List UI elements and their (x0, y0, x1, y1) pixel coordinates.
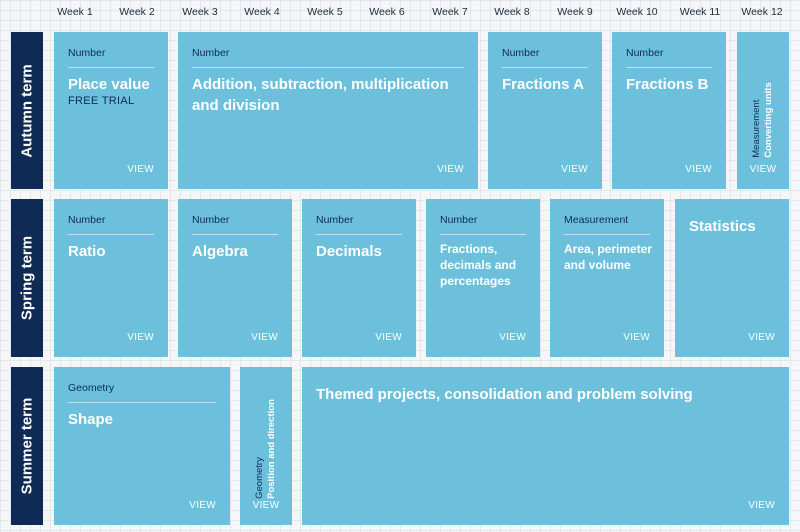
card-themed-projects[interactable]: Themed projects, consolidation and probl… (302, 367, 789, 525)
view-link[interactable]: VIEW (252, 500, 280, 511)
card-divider (626, 67, 712, 68)
card-title: Fractions A (502, 76, 584, 93)
card-fractions-b[interactable]: Number Fractions B VIEW (612, 32, 726, 189)
card-title: Decimals (316, 243, 382, 260)
week-2-label: Week 2 (119, 6, 155, 18)
card-shape[interactable]: Geometry Shape VIEW (54, 367, 230, 525)
week-11-label: Week 11 (679, 6, 721, 18)
card-divider (502, 67, 588, 68)
card-title: Position and direction (266, 399, 277, 499)
card-converting-units[interactable]: Measurement Converting units VIEW (737, 32, 789, 189)
view-link[interactable]: VIEW (127, 332, 154, 343)
card-divider (192, 234, 278, 235)
spring-term-bar: Spring term (11, 199, 43, 357)
card-category: Number (502, 47, 540, 59)
card-ratio[interactable]: Number Ratio VIEW (54, 199, 168, 357)
week-3-label: Week 3 (182, 6, 218, 18)
week-7-label: Week 7 (432, 6, 468, 18)
view-link[interactable]: VIEW (437, 164, 464, 175)
card-divider (564, 234, 650, 235)
card-divider (68, 402, 216, 403)
card-category: Number (68, 214, 106, 226)
card-divider (68, 234, 154, 235)
card-area-perimeter-volume[interactable]: Measurement Area, perimeter and volume V… (550, 199, 664, 357)
autumn-term-label: Autumn term (18, 63, 36, 158)
card-category: Number (192, 214, 230, 226)
card-divider (192, 67, 464, 68)
view-link[interactable]: VIEW (127, 164, 154, 175)
card-title: Converting units (763, 82, 774, 158)
card-divider (68, 67, 154, 68)
card-title: Place value (68, 76, 150, 93)
card-category: Geometry (254, 457, 265, 499)
card-divider (440, 234, 526, 235)
card-category: Number (316, 214, 354, 226)
card-vertical-label: Measurement Converting units (751, 82, 775, 157)
card-category: Number (626, 47, 664, 59)
card-category: Measurement (564, 214, 629, 226)
card-category: Number (68, 47, 106, 59)
view-link[interactable]: VIEW (251, 332, 278, 343)
card-title: Fractions, decimals and percentages (440, 242, 517, 288)
view-link[interactable]: VIEW (375, 332, 402, 343)
card-title: Shape (68, 411, 114, 428)
view-link[interactable]: VIEW (499, 332, 526, 343)
summer-term-label: Summer term (18, 397, 36, 495)
card-fractions-decimals-percentages[interactable]: Number Fractions, decimals and percentag… (426, 199, 540, 357)
view-link[interactable]: VIEW (748, 500, 775, 511)
card-title: Themed projects, consolidation and probl… (316, 386, 693, 403)
card-four-operations[interactable]: Number Addition, subtraction, multiplica… (178, 32, 478, 189)
view-link[interactable]: VIEW (561, 164, 588, 175)
view-link[interactable]: VIEW (685, 164, 712, 175)
week-1-label: Week 1 (57, 6, 93, 18)
card-category: Measurement (751, 99, 762, 158)
summer-term-bar: Summer term (11, 367, 43, 525)
autumn-term-bar: Autumn term (11, 32, 43, 189)
card-title: Algebra (192, 243, 248, 260)
card-title: Statistics (689, 218, 756, 235)
card-place-value[interactable]: Number Place value FREE TRIAL VIEW (54, 32, 168, 189)
week-12-label: Week 12 (741, 6, 783, 18)
card-category: Number (440, 214, 478, 226)
card-decimals[interactable]: Number Decimals VIEW (302, 199, 416, 357)
card-fractions-a[interactable]: Number Fractions A VIEW (488, 32, 602, 189)
view-link[interactable]: VIEW (749, 164, 777, 175)
week-8-label: Week 8 (494, 6, 530, 18)
card-category: Number (192, 47, 230, 59)
card-algebra[interactable]: Number Algebra VIEW (178, 199, 292, 357)
card-title: Addition, subtraction, multiplication an… (192, 76, 449, 114)
week-9-label: Week 9 (557, 6, 593, 18)
free-trial-badge: FREE TRIAL (68, 95, 135, 107)
card-title: Area, perimeter and volume (564, 242, 653, 272)
view-link[interactable]: VIEW (623, 332, 650, 343)
spring-term-label: Spring term (18, 235, 36, 321)
week-10-label: Week 10 (616, 6, 658, 18)
card-divider (316, 234, 402, 235)
card-title: Ratio (68, 243, 106, 260)
week-4-label: Week 4 (244, 6, 280, 18)
card-statistics[interactable]: Statistics VIEW (675, 199, 789, 357)
card-vertical-label: Geometry Position and direction (254, 399, 278, 499)
week-6-label: Week 6 (369, 6, 405, 18)
view-link[interactable]: VIEW (748, 332, 775, 343)
card-title: Fractions B (626, 76, 709, 93)
card-position-direction[interactable]: Geometry Position and direction VIEW (240, 367, 292, 525)
card-category: Geometry (68, 382, 115, 394)
view-link[interactable]: VIEW (189, 500, 216, 511)
week-5-label: Week 5 (307, 6, 343, 18)
